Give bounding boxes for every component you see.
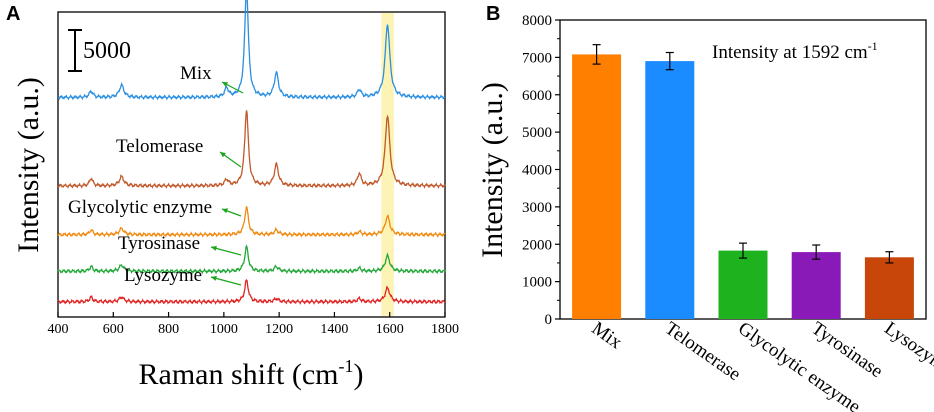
bar-lysozyme	[864, 257, 914, 319]
panel-a-x-axis-title: Raman shift (cm-1)	[139, 356, 364, 391]
y-tick-label: 0	[545, 312, 553, 328]
error-bar	[592, 44, 601, 65]
error-bar	[885, 251, 894, 264]
y-tick-label: 6000	[522, 88, 552, 104]
scale-bar-label: 5000	[83, 38, 131, 64]
x-tick-label: 1600	[376, 322, 404, 337]
x-tick-label: 800	[158, 322, 179, 337]
spectrum-line-mix	[57, 0, 446, 101]
y-tick-label: 3000	[522, 200, 552, 216]
y-tick-label: 7000	[522, 50, 552, 66]
bar-mix	[572, 54, 622, 320]
spectrum-line-lysozyme	[57, 278, 446, 305]
x-tick-label: 600	[103, 322, 124, 337]
category-label-glycolytic-enzyme: Glycolytic enzyme	[734, 318, 864, 412]
x-tick-label: 1800	[431, 322, 459, 337]
spectrum-label-tyrosinase: Tyrosinase	[118, 233, 200, 254]
spectrum-line-glycolytic-enzyme	[57, 206, 446, 238]
label-arrow	[219, 151, 242, 168]
spectrum-label-glycolytic-enzyme: Glycolytic enzyme	[68, 197, 212, 218]
y-tick-label: 5000	[522, 125, 552, 141]
category-label-mix: Mix	[588, 318, 626, 354]
error-bar	[812, 244, 821, 260]
panel-b-annotation: Intensity at 1592 cm-1	[712, 39, 878, 63]
label-arrow	[221, 208, 242, 217]
bar-tyrosinase	[791, 252, 841, 319]
y-tick-label: 1000	[522, 275, 552, 291]
category-label-lysozyme: Lysozyme	[881, 318, 934, 380]
panel-a-plot-frame	[57, 11, 446, 318]
y-tick-label: 8000	[522, 13, 552, 29]
spectrum-label-mix: Mix	[180, 63, 212, 84]
error-bar	[665, 51, 674, 71]
spectrum-label-lysozyme: Lysozyme	[124, 265, 202, 286]
panel-a-letter: A	[6, 3, 20, 25]
x-tick-label: 1200	[265, 322, 293, 337]
spectrum-label-telomerase: Telomerase	[116, 136, 203, 157]
x-tick-label: 1400	[320, 322, 348, 337]
x-tick-label: 1000	[210, 322, 238, 337]
label-arrow	[210, 275, 242, 286]
bar-glycolytic-enzyme	[718, 250, 768, 319]
panel-b-letter: B	[486, 3, 500, 25]
panel-a-spectra-chart: 5000 Mix Telomerase Glycolytic enzyme Tyros…	[12, 0, 459, 391]
category-label-telomerase: Telomerase	[661, 318, 745, 385]
scale-bar: 5000	[68, 29, 131, 72]
spectrum-line-telomerase	[57, 110, 446, 190]
highlight-band	[381, 13, 394, 316]
spectrum-line-tyrosinase	[57, 244, 446, 275]
bar-telomerase	[645, 61, 695, 319]
label-arrow	[210, 245, 242, 256]
x-tick-label: 400	[48, 322, 69, 337]
y-tick-label: 2000	[522, 237, 552, 253]
label-arrow	[221, 81, 244, 94]
panel-a-y-axis-title: Intensity (a.u.)	[12, 77, 45, 253]
error-bar	[739, 242, 747, 259]
panel-b-bar-chart: 0 1000 2000 3000 4000 5000 6000 7000 8000 Mix Tel…	[476, 13, 934, 412]
y-tick-label: 4000	[522, 163, 552, 179]
panel-b-y-axis-title: Intensity (a.u.)	[476, 82, 509, 258]
